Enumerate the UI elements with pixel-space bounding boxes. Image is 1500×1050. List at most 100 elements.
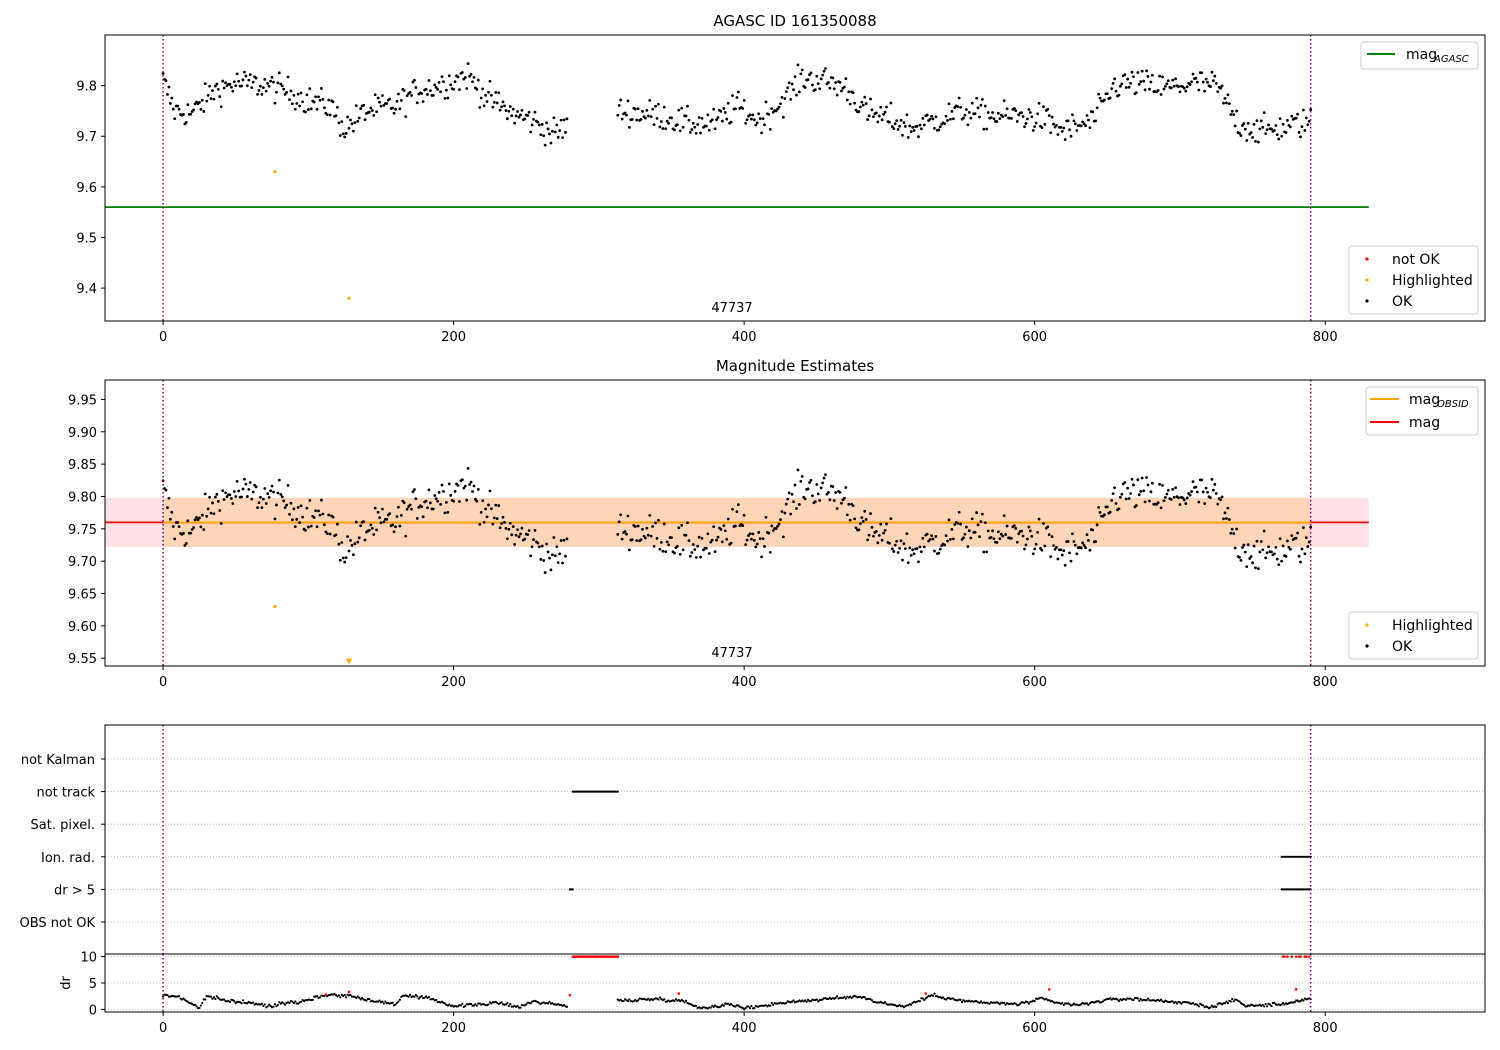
dr-point [1138, 999, 1141, 1002]
ok-point [1302, 526, 1305, 530]
ok-point [822, 476, 826, 480]
ok-point [1194, 76, 1198, 80]
ok-point [978, 535, 981, 539]
dr-point [1101, 1000, 1105, 1003]
ok-point [498, 526, 502, 530]
ok-point [1049, 131, 1053, 135]
ok-point [449, 83, 453, 87]
dr-point [284, 1003, 287, 1006]
ok-point [662, 522, 666, 526]
ok-point [1063, 138, 1067, 141]
ok-point [1267, 123, 1270, 127]
dr-point [395, 1001, 399, 1004]
ok-point [1272, 129, 1276, 132]
ok-point [270, 76, 274, 79]
ok-point [433, 494, 437, 497]
ok-point [645, 526, 649, 530]
y-tick-label: 9.8 [76, 80, 97, 95]
ok-point [199, 525, 203, 529]
ok-point [652, 544, 656, 548]
dr-not-ok-point [1294, 955, 1298, 958]
ok-point [189, 112, 193, 116]
ok-point [1052, 122, 1055, 126]
dr-point [1068, 1003, 1071, 1006]
ok-point [372, 113, 376, 117]
ok-point [641, 109, 644, 113]
ok-point [966, 123, 970, 127]
ok-point [1191, 72, 1195, 76]
dr-point [805, 1000, 808, 1003]
ok-point [530, 545, 534, 549]
ok-point [1226, 93, 1230, 97]
ok-point [1150, 481, 1154, 485]
ok-point [834, 491, 838, 494]
ok-point [1091, 528, 1095, 532]
ok-point [1081, 541, 1085, 545]
dr-point [177, 995, 181, 998]
ok-point [796, 63, 800, 67]
ok-point [1139, 489, 1143, 493]
ok-point [787, 491, 791, 495]
ok-point [947, 102, 951, 106]
ok-point [200, 513, 204, 517]
ok-point [353, 542, 357, 546]
ok-point [787, 81, 791, 85]
ok-point [693, 548, 697, 552]
ok-point [736, 503, 740, 507]
ok-point [1254, 566, 1257, 570]
y-tick-label: 9.6 [76, 181, 97, 196]
ok-point [617, 104, 621, 107]
dr-point [804, 999, 807, 1002]
ok-point [533, 110, 537, 114]
ok-point [821, 73, 824, 77]
dr-point [407, 995, 410, 998]
legend-label: OK [1392, 639, 1413, 655]
ok-point [1033, 547, 1037, 551]
ok-point [1171, 78, 1175, 82]
dr-point [998, 1003, 1001, 1006]
ok-point [715, 118, 718, 122]
dr-point [509, 1003, 512, 1006]
ok-point [369, 106, 373, 110]
ok-point [957, 510, 961, 514]
ok-point [1255, 119, 1259, 123]
ok-point [463, 76, 467, 79]
ok-point [752, 118, 756, 122]
ok-point [1194, 485, 1198, 489]
ok-point [1195, 80, 1199, 84]
ok-point [443, 511, 447, 515]
ok-point [495, 101, 499, 105]
ok-point [376, 96, 380, 100]
dr-point [753, 1006, 756, 1010]
ok-point [992, 537, 996, 541]
ok-point [1015, 120, 1019, 123]
ok-point [911, 548, 915, 552]
ok-point [173, 537, 177, 541]
ok-point [715, 538, 718, 542]
ok-point [1081, 120, 1085, 124]
ok-point [1110, 498, 1114, 502]
ok-point [664, 127, 668, 131]
ok-point [764, 100, 768, 104]
dr-point [424, 995, 428, 998]
ok-point [1126, 486, 1130, 490]
x-tick-label: 800 [1313, 675, 1338, 690]
ok-point [649, 534, 653, 538]
ok-point [616, 113, 620, 117]
ok-point [1297, 554, 1301, 558]
ok-point [1281, 122, 1285, 126]
dr-point [201, 1001, 204, 1005]
dr-point [657, 998, 660, 1001]
ok-point [218, 95, 222, 98]
ok-point [857, 528, 861, 532]
ok-point [245, 84, 249, 88]
ok-point [1040, 548, 1044, 552]
ok-point [1232, 532, 1236, 535]
ok-point [1178, 503, 1182, 506]
ok-point [468, 483, 472, 486]
ok-point [681, 125, 685, 129]
dr-point [318, 996, 322, 999]
dr-point [456, 1005, 460, 1008]
ok-point [654, 521, 657, 525]
ok-point [434, 497, 438, 501]
